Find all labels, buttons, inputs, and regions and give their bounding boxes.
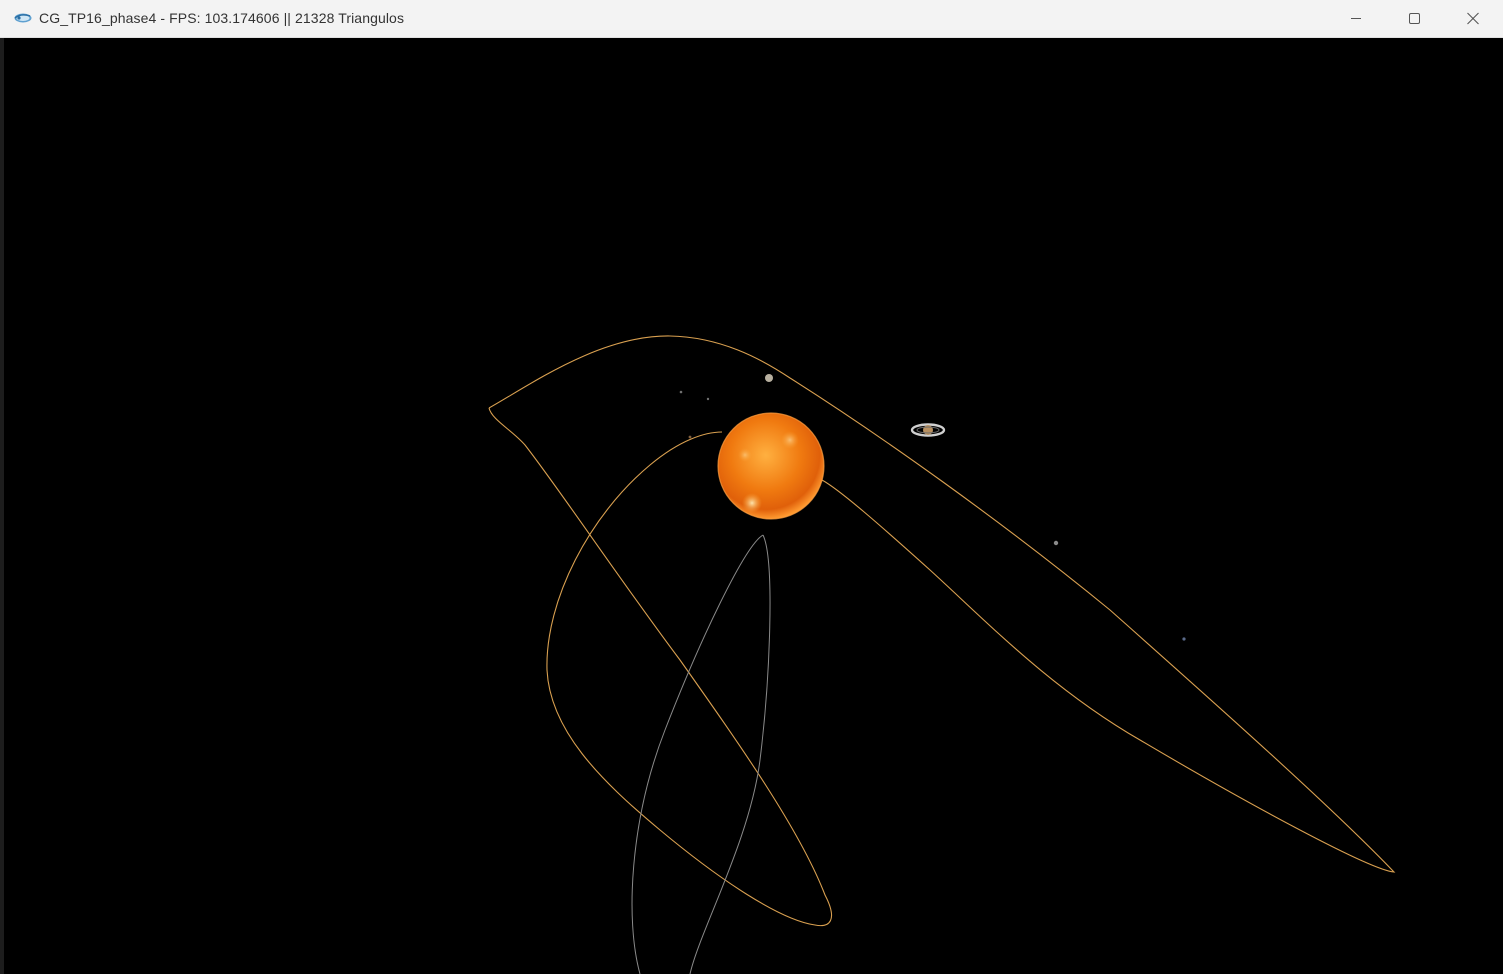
maximize-button[interactable] [1385, 0, 1443, 37]
orbit-outer-lower [488, 407, 833, 927]
render-viewport[interactable] [4, 38, 1503, 974]
close-button[interactable] [1444, 0, 1502, 37]
planet-tiny [1182, 637, 1186, 641]
orbit-inner [631, 534, 771, 974]
solar-system-scene [488, 335, 1396, 974]
minimize-button[interactable] [1327, 0, 1385, 37]
sun [717, 412, 825, 520]
planet-tiny [1053, 540, 1059, 546]
saturn [910, 423, 946, 437]
planet-tiny [688, 435, 692, 439]
window-title: CG_TP16_phase4 - FPS: 103.174606 || 2132… [39, 10, 405, 26]
planet-tiny [679, 390, 683, 394]
minimize-icon [1351, 18, 1361, 19]
orbit-outer [488, 335, 1396, 873]
planet-small [765, 374, 773, 382]
planet-tiny [706, 397, 710, 401]
window-edge [0, 38, 4, 974]
close-icon [1467, 12, 1479, 25]
title-bar[interactable]: CG_TP16_phase4 - FPS: 103.174606 || 2132… [0, 0, 1503, 38]
app-icon [13, 9, 33, 27]
maximize-icon [1409, 13, 1420, 24]
